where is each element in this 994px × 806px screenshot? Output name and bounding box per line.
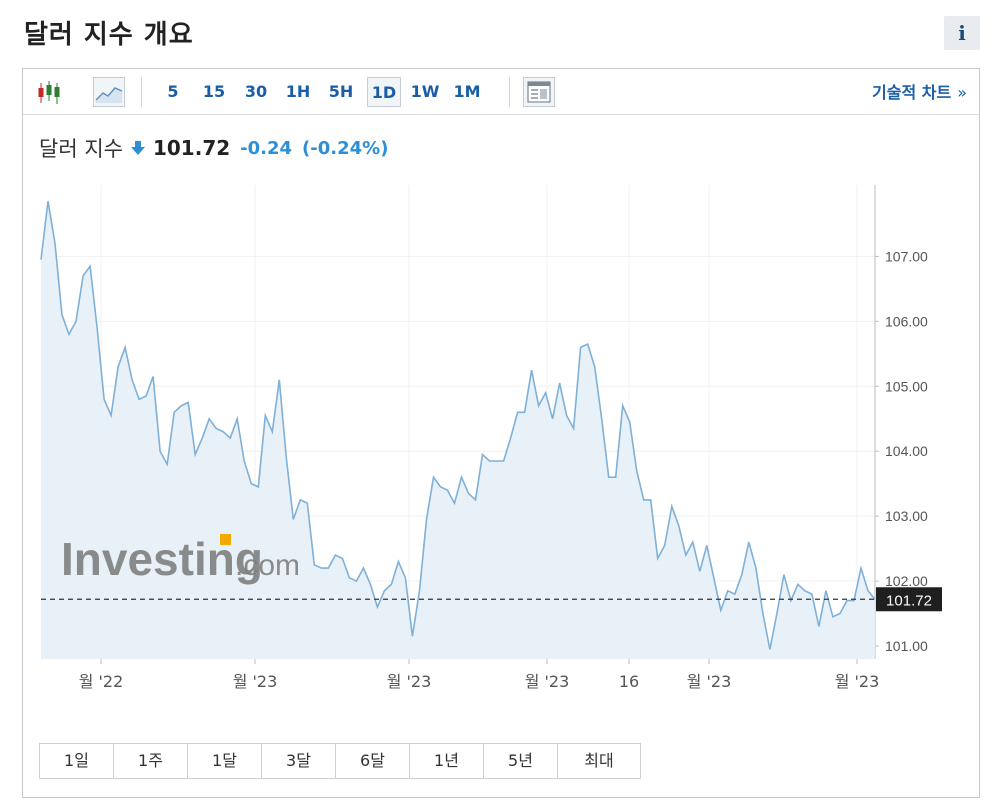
- y-tick-label: 105.00: [885, 378, 928, 394]
- x-tick-label: 16: [619, 672, 639, 691]
- info-button[interactable]: i: [944, 16, 980, 50]
- x-tick-label: 월 '23: [233, 672, 278, 691]
- candlestick-icon[interactable]: [33, 77, 65, 107]
- technical-chart-label: 기술적 차트: [872, 83, 952, 102]
- watermark-logo: Investing .com: [61, 533, 300, 585]
- y-tick-label: 102.00: [885, 573, 928, 589]
- x-tick-label: 월 '23: [525, 672, 570, 691]
- price-chart[interactable]: Investing .com 107.00106.00105.00104.001…: [23, 69, 979, 729]
- price-series-line: [40, 201, 876, 650]
- y-tick-label: 106.00: [885, 313, 928, 329]
- period-5m[interactable]: 5: [167, 82, 179, 101]
- y-tick-label: 107.00: [885, 248, 928, 264]
- page-title: 달러 지수 개요: [24, 20, 194, 50]
- y-axis-labels: 107.00 106.00 105.00 104.00 103.00 102.00 101.…: [875, 248, 928, 654]
- current-price-tag: 101.72: [876, 587, 942, 612]
- range-5y[interactable]: 5년: [484, 744, 558, 778]
- technical-chart-link[interactable]: 기술적 차트 »: [872, 79, 967, 103]
- quote-header: 달러 지수 101.72 -0.24 (-0.24%): [39, 133, 388, 163]
- toolbar-separator: [141, 77, 142, 107]
- range-3m[interactable]: 3달: [262, 744, 336, 778]
- chart-toolbar: 5 15 30 1H 5H 1D 1W 1M 기술적 차트 »: [23, 69, 979, 115]
- current-price-label: 101.72: [886, 592, 932, 609]
- period-15m[interactable]: 15: [202, 82, 226, 101]
- chart-panel: 5 15 30 1H 5H 1D 1W 1M 기술적 차트 » 달러 지수: [22, 68, 980, 798]
- range-6m[interactable]: 6달: [336, 744, 410, 778]
- y-tick-label: 101.00: [885, 638, 928, 654]
- x-tick-label: 월 '22: [79, 672, 124, 691]
- x-tick-label: 월 '23: [835, 672, 880, 691]
- watermark-brand: Investing: [61, 533, 263, 585]
- period-30m[interactable]: 30: [244, 82, 268, 101]
- range-1d[interactable]: 1일: [40, 744, 114, 778]
- x-axis-labels: 월 '22 월 '23 월 '23 월 '23 16 월 '23 월 '23: [79, 659, 880, 691]
- range-selector: 1일 1주 1달 3달 6달 1년 5년 최대: [39, 743, 641, 779]
- range-1m[interactable]: 1달: [188, 744, 262, 778]
- y-tick-label: 104.00: [885, 443, 928, 459]
- y-tick-label: 103.00: [885, 508, 928, 524]
- period-5h[interactable]: 5H: [328, 82, 354, 101]
- price-change-percent: (-0.24%): [302, 137, 389, 159]
- chart-layout-icon[interactable]: [523, 77, 555, 107]
- range-1w[interactable]: 1주: [114, 744, 188, 778]
- double-chevron-right-icon: »: [957, 83, 967, 102]
- period-1d[interactable]: 1D: [367, 77, 401, 107]
- watermark-dot: [220, 534, 231, 545]
- instrument-name: 달러 지수: [39, 137, 123, 161]
- toolbar-separator: [509, 77, 510, 107]
- x-tick-label: 월 '23: [687, 672, 732, 691]
- period-1m[interactable]: 1M: [453, 82, 481, 101]
- range-1y[interactable]: 1년: [410, 744, 484, 778]
- x-tick-label: 월 '23: [387, 672, 432, 691]
- period-1h[interactable]: 1H: [285, 82, 311, 101]
- price-change: -0.24: [240, 137, 293, 159]
- arrow-down-icon: [130, 141, 145, 155]
- line-chart-icon[interactable]: [93, 77, 125, 107]
- range-max[interactable]: 최대: [558, 744, 640, 778]
- last-price: 101.72: [152, 136, 231, 160]
- price-area-fill: [41, 201, 875, 659]
- period-1w[interactable]: 1W: [410, 82, 440, 101]
- watermark-suffix: .com: [235, 549, 300, 582]
- current-price-box: [876, 587, 942, 612]
